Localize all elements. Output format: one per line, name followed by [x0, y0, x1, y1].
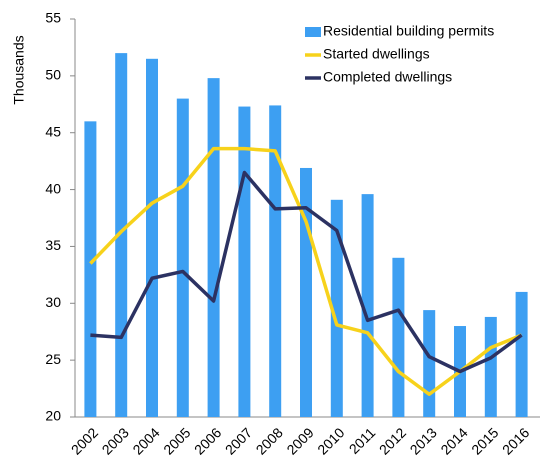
- bar: [300, 167, 312, 417]
- legend-label: Completed dwellings: [323, 69, 452, 85]
- bar: [176, 98, 189, 417]
- x-tick-label: 2011: [346, 424, 379, 457]
- bar: [330, 199, 343, 417]
- y-tick-label: 50: [45, 67, 61, 83]
- legend-label: Started dwellings: [323, 46, 430, 62]
- y-tick-label: 40: [45, 180, 61, 196]
- x-tick-label: 2012: [376, 424, 409, 457]
- x-tick-label: 2006: [191, 424, 224, 457]
- x-tick-label: 2016: [499, 424, 532, 457]
- y-tick-label: 45: [45, 123, 61, 139]
- x-tick-label: 2015: [468, 424, 501, 457]
- bar: [146, 58, 158, 418]
- legend-swatch: [305, 27, 321, 37]
- bar: [84, 121, 97, 417]
- bar: [361, 194, 374, 417]
- bar: [207, 78, 220, 417]
- y-tick-label: 20: [45, 408, 61, 424]
- y-tick-label: 55: [45, 10, 61, 26]
- bar: [392, 257, 405, 417]
- x-tick-label: 2008: [253, 424, 286, 457]
- x-tick-label: 2003: [99, 424, 132, 457]
- x-tick-label: 2009: [283, 424, 316, 457]
- y-tick-label: 35: [45, 237, 61, 253]
- x-tick-label: 2007: [222, 424, 255, 457]
- bar: [423, 310, 436, 417]
- x-tick-label: 2013: [407, 424, 440, 457]
- legend-label: Residential building permits: [323, 23, 494, 39]
- x-tick-label: 2010: [314, 424, 347, 457]
- y-axis-title: Thousands: [11, 35, 27, 104]
- x-tick-label: 2005: [160, 424, 193, 457]
- x-tick-label: 2014: [437, 424, 470, 457]
- x-tick-label: 2004: [129, 424, 162, 457]
- x-tick-label: 2002: [68, 424, 101, 457]
- y-tick-label: 25: [45, 351, 61, 367]
- y-tick-label: 30: [45, 294, 61, 310]
- bar: [269, 105, 282, 418]
- bar: [484, 316, 497, 417]
- line: [90, 170, 523, 374]
- bar: [115, 53, 128, 417]
- line: [89, 146, 523, 397]
- bar: [238, 106, 251, 417]
- bar: [515, 291, 528, 417]
